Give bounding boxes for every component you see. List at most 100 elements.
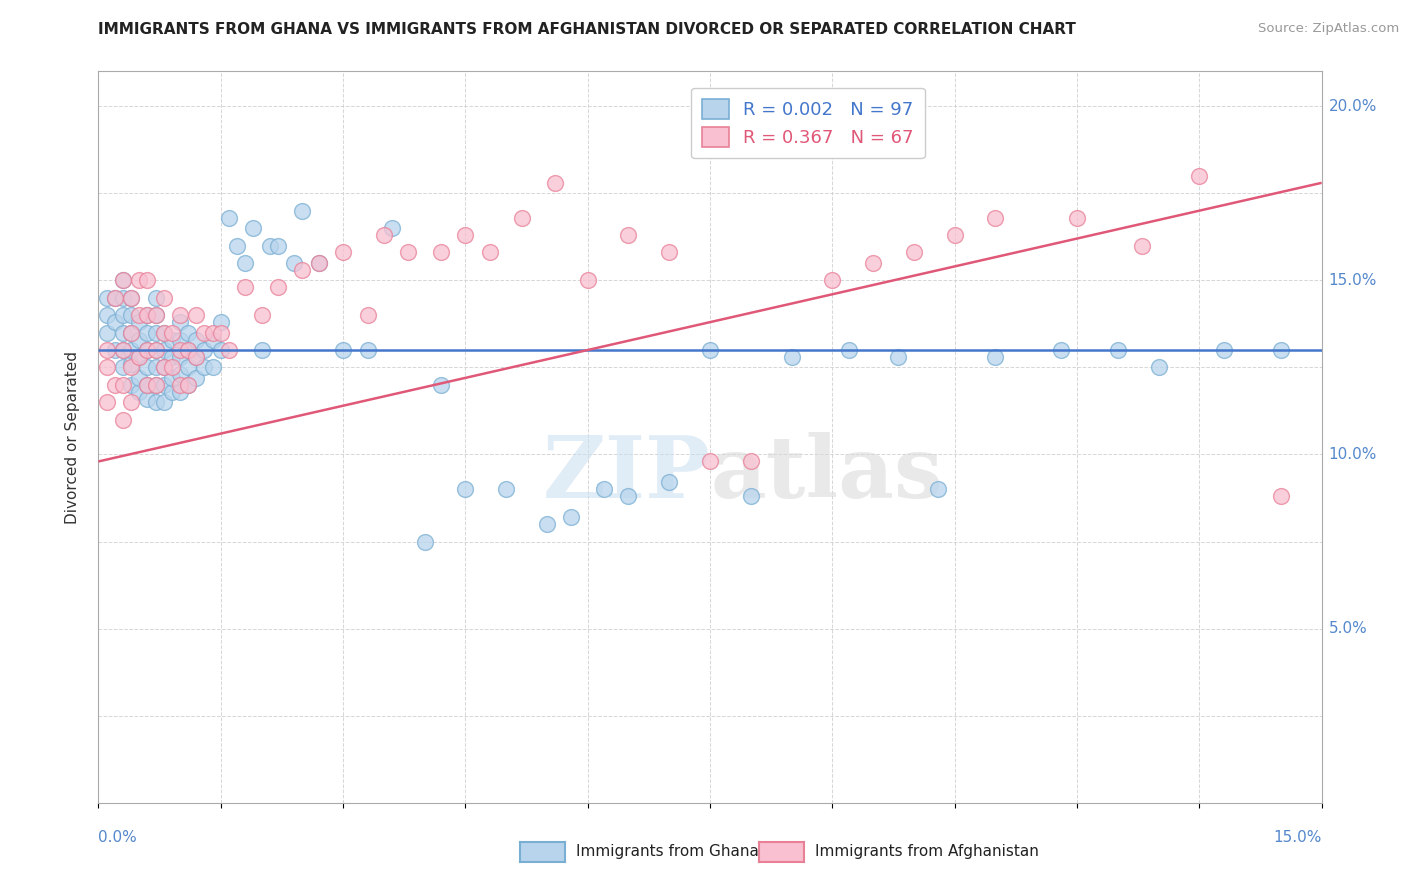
Point xyxy=(152,377,174,392)
Point xyxy=(927,483,949,497)
Point xyxy=(128,315,150,329)
Point xyxy=(120,291,142,305)
Point xyxy=(186,371,208,385)
Point xyxy=(120,377,142,392)
Point xyxy=(1066,211,1088,225)
Point xyxy=(145,343,167,357)
Point xyxy=(128,350,150,364)
Point xyxy=(454,228,477,243)
Point xyxy=(1107,343,1129,357)
Point xyxy=(381,221,404,235)
Point xyxy=(145,343,167,357)
Point xyxy=(177,326,200,340)
Point xyxy=(169,368,191,382)
Point xyxy=(177,343,200,357)
Point xyxy=(544,176,567,190)
Point xyxy=(169,384,191,399)
Point xyxy=(356,308,378,322)
Point xyxy=(943,228,966,243)
Point xyxy=(136,377,159,392)
Point xyxy=(96,360,118,375)
Point xyxy=(291,203,314,218)
Point xyxy=(862,256,884,270)
Point xyxy=(177,377,200,392)
Point xyxy=(136,273,159,287)
Point xyxy=(120,357,142,371)
Text: IMMIGRANTS FROM GHANA VS IMMIGRANTS FROM AFGHANISTAN DIVORCED OR SEPARATED CORRE: IMMIGRANTS FROM GHANA VS IMMIGRANTS FROM… xyxy=(98,22,1077,37)
Point xyxy=(111,308,134,322)
Point xyxy=(308,256,330,270)
Point xyxy=(201,360,224,375)
Point xyxy=(186,350,208,364)
Point xyxy=(160,333,183,347)
Point xyxy=(111,326,134,340)
Point xyxy=(120,343,142,357)
Point xyxy=(291,263,314,277)
Text: 20.0%: 20.0% xyxy=(1329,99,1376,113)
Point xyxy=(128,384,150,399)
Point xyxy=(396,245,419,260)
Point xyxy=(169,333,191,347)
Point xyxy=(169,308,191,322)
Text: 5.0%: 5.0% xyxy=(1329,621,1368,636)
Point xyxy=(1188,169,1211,183)
Point xyxy=(128,308,150,322)
Point xyxy=(136,343,159,357)
Point xyxy=(111,343,134,357)
Point xyxy=(267,238,290,252)
Point xyxy=(430,377,453,392)
Point xyxy=(145,326,167,340)
Point xyxy=(177,360,200,375)
Point xyxy=(193,326,215,340)
Point xyxy=(226,238,249,252)
Point xyxy=(136,308,159,322)
Point xyxy=(104,291,127,305)
Point xyxy=(111,360,134,375)
Point xyxy=(136,392,159,406)
Point xyxy=(267,280,290,294)
Point xyxy=(495,483,517,497)
Point xyxy=(740,489,762,503)
Y-axis label: Divorced or Separated: Divorced or Separated xyxy=(65,351,80,524)
Point xyxy=(233,280,256,294)
Point xyxy=(120,360,142,375)
Point xyxy=(96,395,118,409)
Point xyxy=(111,291,134,305)
Point xyxy=(201,326,224,340)
Point xyxy=(658,475,681,490)
Point xyxy=(120,326,142,340)
Point xyxy=(145,395,167,409)
Point xyxy=(536,517,558,532)
Point xyxy=(169,343,191,357)
Point xyxy=(96,308,118,322)
Point xyxy=(617,228,640,243)
Point xyxy=(111,273,134,287)
Text: atlas: atlas xyxy=(710,432,942,516)
Point xyxy=(283,256,305,270)
Point xyxy=(308,256,330,270)
Point xyxy=(145,308,167,322)
Point xyxy=(152,326,174,340)
Point xyxy=(984,211,1007,225)
Point xyxy=(233,256,256,270)
Point xyxy=(152,343,174,357)
Point xyxy=(120,326,142,340)
Point xyxy=(1270,489,1292,503)
Text: Immigrants from Afghanistan: Immigrants from Afghanistan xyxy=(815,845,1039,859)
Point xyxy=(111,412,134,426)
Point xyxy=(209,326,232,340)
Point xyxy=(186,308,208,322)
Point xyxy=(136,377,159,392)
Point xyxy=(740,454,762,468)
Point xyxy=(120,308,142,322)
Point xyxy=(332,343,354,357)
Point xyxy=(145,291,167,305)
Point xyxy=(104,315,127,329)
Point xyxy=(145,377,167,392)
Point xyxy=(259,238,281,252)
Text: Source: ZipAtlas.com: Source: ZipAtlas.com xyxy=(1258,22,1399,36)
Point xyxy=(104,343,127,357)
Point xyxy=(454,483,477,497)
Text: 10.0%: 10.0% xyxy=(1329,447,1376,462)
Point xyxy=(903,245,925,260)
